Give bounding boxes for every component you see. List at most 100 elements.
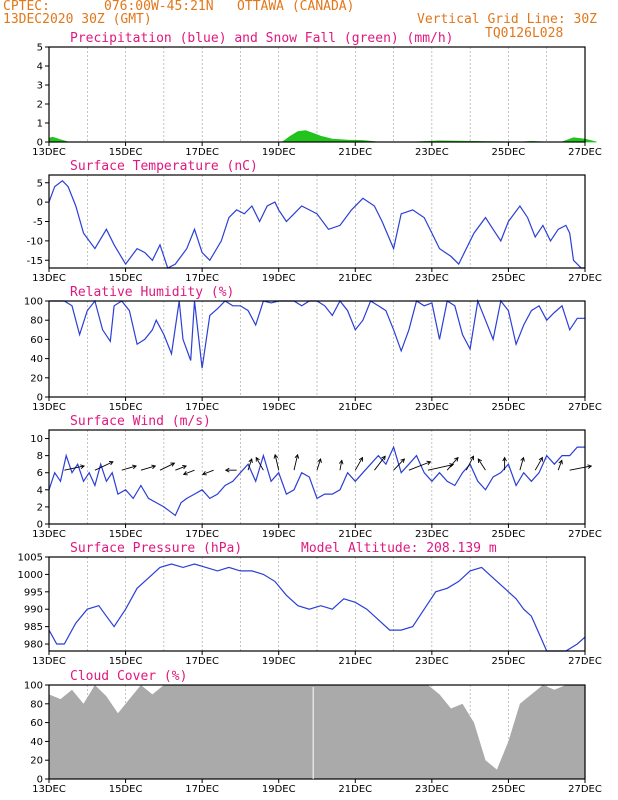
wind-arrow: [316, 458, 322, 471]
wind-arrow-head: [469, 455, 475, 461]
wind-arrow: [408, 461, 431, 471]
panel-frame: [48, 300, 586, 398]
x-tick-label: 15DEC: [109, 273, 143, 284]
cloud-cover-area: [49, 685, 585, 779]
wind-arrow: [183, 469, 195, 475]
x-tick-label: 13DEC: [32, 147, 66, 158]
wind-arrow: [64, 465, 85, 471]
wind-arrow: [519, 457, 524, 471]
wind-arrow-head: [224, 467, 230, 473]
header-grid-note: Vertical Grid Line: 30Z: [417, 12, 598, 27]
x-tick-label: 27DEC: [568, 656, 602, 667]
x-tick-label: 27DEC: [568, 402, 602, 413]
wind-arrow-head: [502, 456, 507, 462]
wind-arrow: [175, 465, 187, 471]
x-tick-label: 15DEC: [109, 147, 143, 158]
wind-arrow: [339, 460, 343, 471]
y-tick-label: 3: [37, 81, 43, 92]
x-tick-label: 13DEC: [32, 784, 66, 795]
y-tick-label: 1005: [18, 553, 43, 564]
y-tick-label: 0: [37, 393, 43, 404]
y-tick-label: 2: [37, 100, 43, 111]
wind-arrow-head: [248, 458, 253, 463]
wind-arrow-head: [273, 453, 279, 459]
x-tick-label: 23DEC: [415, 402, 449, 413]
x-tick-label: 27DEC: [568, 273, 602, 284]
y-tick-label: 1: [37, 119, 43, 130]
y-tick-label: 0: [37, 138, 43, 149]
y-tick-label: 995: [24, 587, 43, 598]
wind-arrow-head: [477, 458, 483, 464]
y-tick-label: 5: [37, 178, 43, 189]
wind-arrow: [159, 462, 175, 471]
pressure-line: [48, 563, 586, 652]
header-run-code: TQ0126L028: [485, 26, 564, 41]
x-tick-label: 25DEC: [492, 402, 526, 413]
wind-arrow: [293, 454, 299, 471]
wind-arrow-head: [182, 471, 188, 476]
x-tick-label: 21DEC: [338, 147, 372, 158]
x-tick-label: 19DEC: [262, 529, 296, 540]
x-tick-label: 17DEC: [185, 147, 219, 158]
x-tick-label: 19DEC: [262, 273, 296, 284]
x-tick-label: 19DEC: [262, 147, 296, 158]
wind-arrow-head: [381, 455, 386, 461]
y-tick-label: 980: [24, 640, 43, 651]
x-tick-label: 25DEC: [492, 529, 526, 540]
wind-arrow-head: [151, 464, 157, 470]
wind-arrow: [274, 454, 280, 471]
x-tick-label: 17DEC: [185, 784, 219, 795]
wind-arrow-head: [294, 453, 300, 459]
wind-arrow-head: [558, 459, 563, 465]
x-tick-label: 19DEC: [262, 402, 296, 413]
header-location: 076:00W-45:21N OTTAWA (CANADA): [104, 0, 355, 14]
x-tick-label: 17DEC: [185, 402, 219, 413]
wind-arrow-head: [201, 471, 207, 476]
wind-arrow: [557, 460, 563, 471]
x-tick-label: 13DEC: [32, 273, 66, 284]
x-tick-label: 15DEC: [109, 529, 143, 540]
x-tick-label: 21DEC: [338, 784, 372, 795]
panel-title: Surface Pressure (hPa): [70, 541, 242, 556]
x-tick-label: 19DEC: [262, 656, 296, 667]
temperature-line: [48, 180, 585, 269]
wind-arrow: [534, 457, 543, 471]
wind-arrow-head: [80, 464, 86, 469]
wind-arrow: [393, 458, 405, 471]
wind-arrow-head: [587, 464, 593, 469]
y-tick-label: 4: [37, 485, 43, 496]
wind-arrow: [140, 465, 156, 471]
wind-arrow: [247, 458, 253, 471]
y-tick-label: 985: [24, 622, 43, 633]
wind-arrow: [427, 464, 454, 471]
panel-title: Surface Temperature (nC): [70, 159, 258, 174]
x-tick-label: 17DEC: [185, 529, 219, 540]
panel-frame: [48, 684, 586, 780]
x-tick-label: 23DEC: [415, 784, 449, 795]
wind-arrow-head: [358, 456, 363, 462]
panel-frame: [48, 46, 586, 143]
y-tick-label: 100: [24, 681, 43, 692]
y-tick-label: 60: [30, 718, 43, 729]
y-tick-label: 0: [37, 198, 43, 209]
x-tick-label: 23DEC: [415, 529, 449, 540]
x-tick-label: 25DEC: [492, 147, 526, 158]
y-tick-label: 40: [30, 737, 43, 748]
wind-arrow-head: [454, 456, 459, 462]
x-tick-label: 23DEC: [415, 273, 449, 284]
x-tick-label: 27DEC: [568, 784, 602, 795]
panel-frame: [48, 429, 586, 525]
wind-speed-line: [48, 445, 585, 517]
header-run: 13DEC2020 30Z (GMT): [3, 12, 152, 27]
x-tick-label: 23DEC: [415, 656, 449, 667]
y-tick-label: 0: [37, 775, 43, 786]
snowfall-area: [48, 130, 597, 143]
y-tick-label: 40: [30, 354, 43, 365]
model-altitude-label: Model Altitude: 208.139 m: [301, 541, 497, 556]
y-tick-label: 5: [37, 43, 43, 54]
y-tick-label: 100: [24, 297, 43, 308]
x-tick-label: 13DEC: [32, 529, 66, 540]
wind-arrow: [121, 465, 137, 471]
wind-arrow-head: [132, 464, 137, 470]
